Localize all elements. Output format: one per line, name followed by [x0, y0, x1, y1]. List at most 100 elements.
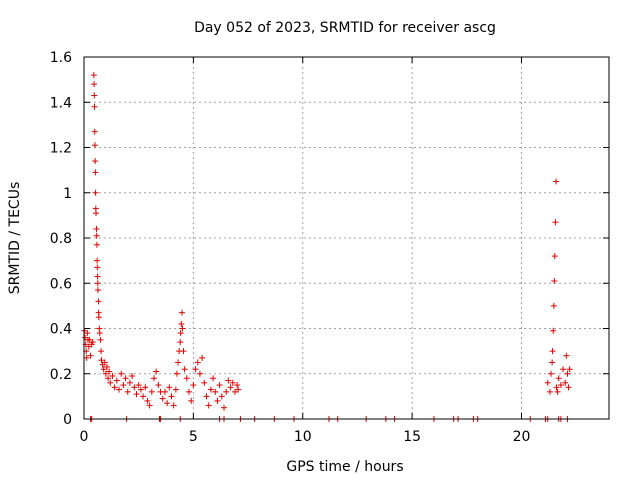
- data-point: [194, 359, 201, 366]
- data-point: [105, 375, 112, 382]
- data-point: [199, 354, 206, 361]
- data-point: [205, 402, 212, 409]
- data-point: [549, 359, 556, 366]
- data-point: [93, 241, 100, 248]
- x-axis-label: GPS time / hours: [286, 459, 403, 475]
- data-point: [188, 397, 195, 404]
- data-point: [109, 373, 116, 380]
- data-point: [175, 359, 182, 366]
- data-point: [216, 382, 223, 389]
- data-point: [86, 336, 93, 343]
- data-point: [129, 373, 136, 380]
- data-point: [196, 370, 203, 377]
- data-point: [92, 189, 99, 196]
- y-tick-label: 1.6: [50, 50, 72, 66]
- data-point: [564, 370, 571, 377]
- y-tick-label: 1.2: [50, 141, 72, 157]
- data-point: [562, 379, 569, 386]
- data-point: [93, 210, 100, 217]
- data-point: [96, 330, 103, 337]
- data-point: [221, 404, 227, 411]
- data-point: [168, 393, 175, 400]
- plot-frame: [83, 56, 610, 420]
- data-point: [151, 375, 157, 382]
- data-point: [159, 395, 166, 402]
- x-tick-label: 0: [80, 429, 89, 445]
- data-point: [210, 375, 217, 382]
- data-point: [549, 348, 556, 355]
- data-point: [140, 393, 147, 400]
- data-point: [563, 352, 570, 359]
- data-point: [131, 384, 138, 391]
- y-tick-label: 1: [63, 186, 72, 202]
- data-point: [177, 330, 184, 337]
- data-point: [98, 348, 105, 355]
- data-point: [546, 388, 553, 395]
- data-point: [97, 336, 104, 343]
- data-point: [135, 382, 142, 389]
- y-tick-label: 0.8: [50, 231, 72, 247]
- data-point: [225, 377, 232, 384]
- data-point: [548, 370, 555, 377]
- data-point: [550, 327, 557, 334]
- y-tick-label: 1.4: [50, 95, 72, 111]
- data-point: [170, 402, 177, 409]
- data-point: [155, 382, 162, 389]
- data-point: [214, 397, 221, 404]
- data-point: [111, 384, 118, 391]
- data-point: [94, 264, 101, 271]
- data-point: [227, 384, 234, 391]
- data-point: [120, 382, 127, 389]
- data-point: [172, 386, 179, 393]
- data-point: [181, 366, 188, 373]
- data-point: [101, 359, 108, 366]
- data-point: [231, 388, 238, 395]
- x-tick-label: 15: [403, 429, 421, 445]
- data-point: [126, 379, 133, 386]
- x-tick-label: 20: [513, 429, 531, 445]
- data-point: [553, 384, 560, 391]
- y-tick-label: 0.2: [50, 367, 72, 383]
- data-point: [553, 178, 560, 185]
- data-point: [207, 386, 214, 393]
- data-point: [555, 375, 562, 382]
- data-point: [93, 232, 100, 239]
- y-tick-label: 0: [63, 412, 72, 428]
- data-point: [124, 388, 131, 395]
- data-point: [177, 339, 184, 346]
- data-point: [153, 368, 160, 375]
- data-point: [94, 273, 101, 280]
- data-point: [94, 280, 101, 287]
- y-tick-label: 0.6: [50, 276, 72, 292]
- chart-title: Day 052 of 2023, SRMTID for receiver asc…: [194, 20, 496, 36]
- data-point: [566, 366, 573, 373]
- data-point: [166, 384, 173, 391]
- data-point: [137, 386, 144, 393]
- data-point: [95, 314, 102, 321]
- data-point: [144, 397, 151, 404]
- data-point: [234, 382, 241, 389]
- data-point: [148, 388, 155, 395]
- data-point: [557, 382, 564, 389]
- data-point: [87, 352, 94, 359]
- data-point: [180, 348, 187, 355]
- data-point: [91, 81, 98, 88]
- data-point: [201, 379, 208, 386]
- data-point: [551, 277, 558, 284]
- data-point: [83, 354, 90, 361]
- data-point: [113, 377, 120, 384]
- data-point: [164, 400, 171, 407]
- data-point: [118, 370, 125, 377]
- data-point: [565, 384, 572, 391]
- data-point: [223, 388, 230, 395]
- data-point: [107, 379, 114, 386]
- data-point: [212, 388, 219, 395]
- data-point: [106, 368, 113, 375]
- data-point: [90, 72, 97, 79]
- data-point: [92, 158, 99, 165]
- data-point: [133, 391, 140, 398]
- data-point: [161, 388, 168, 395]
- data-point: [93, 225, 100, 232]
- data-point: [179, 309, 185, 316]
